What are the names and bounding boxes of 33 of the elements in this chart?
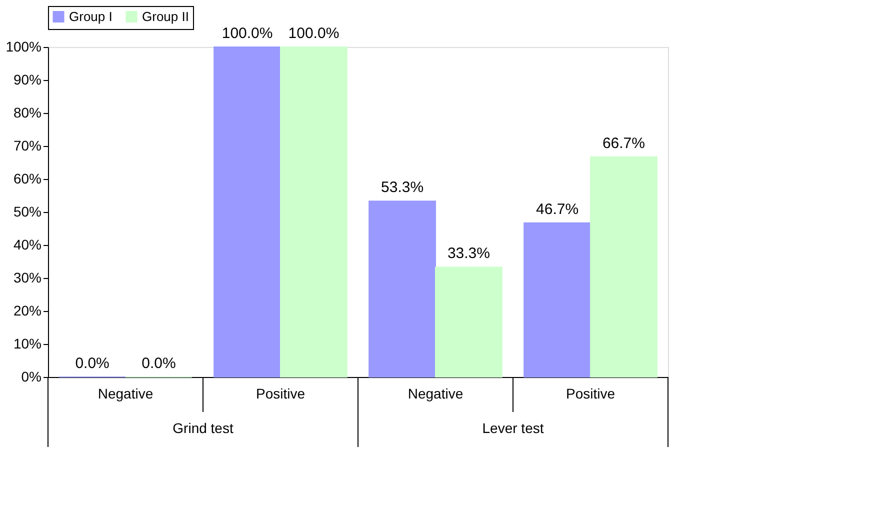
y-tick-label: 40% [13,236,42,252]
y-tick-label: 20% [13,302,42,318]
y-tick-label: 10% [13,336,42,352]
data-label: 0.0% [75,355,110,372]
data-label: 33.3% [447,245,490,262]
x-tick-label: Negative [408,386,464,402]
data-label: 100.0% [288,25,340,42]
y-tick-label: 80% [13,104,42,120]
text: Grind test [172,420,234,436]
legend-label: Group I [69,8,112,24]
bar [368,200,436,378]
data-label: 0.0% [142,355,176,372]
x-tick-label: Positive [566,386,616,402]
y-tick-label: 100% [6,38,42,54]
y-tick-label: 70% [13,138,42,154]
y-tick-label: 90% [13,72,42,88]
bar [214,46,281,378]
text: Lever test [482,420,544,436]
y-tick-label: 30% [13,270,42,286]
y-tick-label: 0% [21,368,42,384]
data-label: 100.0% [222,25,273,42]
y-tick-label: 50% [13,204,42,220]
y-tick-label: 60% [13,170,42,186]
data-label: 46.7% [536,200,579,218]
data-label: 66.7% [602,134,645,152]
bar [590,156,658,378]
x-tick-label: Negative [98,386,154,402]
x-tick-label: Positive [256,386,306,402]
bar [524,222,591,378]
bar [435,266,502,378]
legend-label: Group II [142,8,189,24]
bar [280,46,348,378]
data-label: 53.3% [381,179,424,196]
